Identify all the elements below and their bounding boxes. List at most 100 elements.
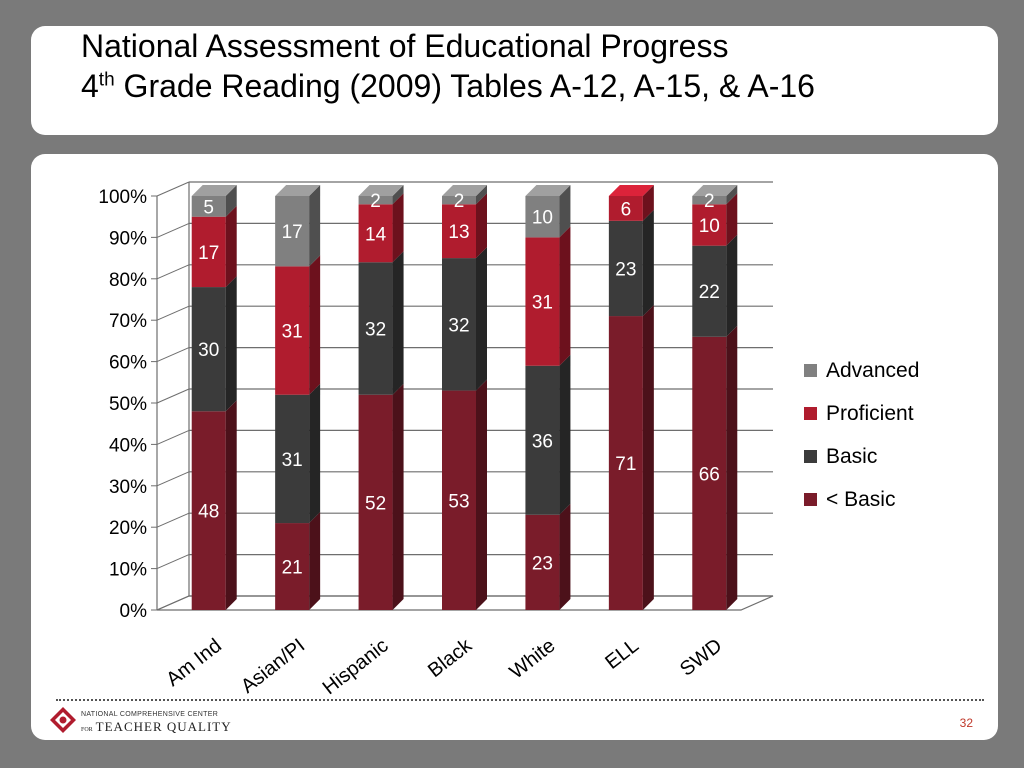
bar-segment	[358, 196, 393, 205]
stacked-bar-chart: 0% 10% 20% 30% 40% 50% 60% 70% 80% 90% 100% 48 30 17 5…	[98, 181, 919, 699]
bar-segment-side	[726, 193, 738, 246]
gridline-depth	[156, 554, 190, 570]
bar-segment-side	[559, 503, 571, 610]
bar-segment	[191, 216, 226, 288]
page-number: 32	[959, 716, 973, 730]
y-tick-label: 100%	[98, 187, 147, 208]
data-label: 2	[454, 191, 465, 212]
bar-segment-side	[642, 305, 654, 610]
bar-segment-side	[559, 185, 571, 238]
bar-segment-side	[392, 193, 404, 263]
data-label: 31	[282, 322, 303, 343]
bar-segment	[275, 394, 310, 524]
data-label: 30	[198, 340, 219, 361]
bar-segment	[275, 523, 310, 610]
title-rest: Grade Reading (2009) Tables A-12, A-15, …	[114, 68, 815, 104]
y-tick-label: 0%	[120, 601, 148, 622]
data-label: 2	[704, 191, 715, 212]
bar-segment-side	[559, 226, 571, 366]
bar-segment	[608, 220, 643, 317]
bar-segment-side	[392, 251, 404, 395]
bar-segment	[442, 258, 476, 391]
grade-ordinal-suffix: th	[98, 69, 115, 91]
bar-segment	[191, 411, 226, 610]
data-label: 10	[699, 216, 720, 237]
y-tick-label: 60%	[109, 353, 147, 374]
bar-segment-side	[309, 185, 321, 267]
gridline-depth	[156, 471, 190, 487]
x-tick-label: SWD	[676, 635, 726, 681]
bar-segment-top	[692, 185, 738, 196]
bar-segment	[275, 266, 310, 395]
bar-segment	[692, 336, 727, 610]
bar-segment	[358, 204, 393, 263]
legend-swatch	[804, 407, 817, 420]
content-panel: 0% 10% 20% 30% 40% 50% 60% 70% 80% 90% 100% 48 30 17 5…	[31, 154, 998, 740]
legend-label: Proficient	[826, 402, 914, 425]
bar-segment-side	[559, 354, 571, 515]
bar-segment-top	[275, 185, 321, 196]
slide-title-line-1: National Assessment of Educational Progr…	[81, 28, 729, 64]
data-label: 17	[282, 222, 303, 243]
y-tick-label: 30%	[109, 477, 147, 498]
data-label: 22	[699, 282, 720, 303]
bar-segment-side	[476, 379, 487, 610]
bar-segment	[525, 237, 560, 366]
bar-segment-side	[726, 234, 738, 337]
bar-segment	[191, 196, 226, 217]
logo-line-2: FOR TEACHER QUALITY	[81, 719, 232, 735]
gridline-depth	[156, 222, 190, 238]
bar-segment-side	[225, 276, 237, 412]
logo-mark-icon	[50, 707, 76, 733]
bar-segment	[692, 196, 727, 205]
bar-segment	[442, 196, 476, 205]
gridline-depth	[156, 429, 190, 445]
bar-segment-top	[608, 185, 654, 196]
bar-segment	[358, 262, 393, 395]
legend-label: Basic	[826, 445, 877, 468]
bar-segment	[525, 196, 560, 238]
data-label: 53	[448, 491, 469, 512]
footer-divider	[56, 699, 984, 701]
bar-segment	[525, 514, 560, 610]
bar-segment-side	[726, 185, 738, 205]
bar-segment-side	[225, 185, 237, 217]
bar-segment	[358, 394, 393, 610]
data-label: 21	[282, 558, 303, 579]
bar-segment-side	[642, 185, 654, 221]
legend-label: Advanced	[826, 359, 919, 382]
data-label: 23	[615, 259, 636, 280]
logo-line-1: NATIONAL COMPREHENSIVE CENTER	[81, 711, 219, 718]
x-tick-label: Am Ind	[162, 635, 225, 691]
data-label: 31	[532, 293, 553, 314]
organization-logo: NATIONAL COMPREHENSIVE CENTER FOR TEACHER…	[49, 706, 269, 736]
gridline-depth	[156, 388, 190, 404]
bar-segment-side	[726, 325, 738, 610]
bar-segment-side	[476, 185, 487, 205]
legend-swatch	[804, 493, 817, 506]
data-label: 66	[699, 464, 720, 485]
bar-segment-side	[309, 512, 321, 610]
data-label: 32	[365, 319, 386, 340]
title-panel: National Assessment of Educational Progr…	[31, 26, 998, 135]
bar-segment-side	[309, 383, 321, 524]
bar-segment-side	[476, 247, 487, 391]
bar-segment-side	[392, 383, 404, 610]
data-label: 32	[448, 315, 469, 336]
x-tick-label: ELL	[601, 635, 643, 674]
data-label: 5	[203, 197, 214, 218]
bar-segment-side	[225, 400, 237, 610]
data-label: 2	[370, 191, 381, 212]
y-tick-label: 90%	[109, 228, 147, 249]
data-label: 52	[365, 493, 386, 514]
y-tick-label: 80%	[109, 270, 147, 291]
data-label: 48	[198, 502, 219, 523]
x-tick-label: Asian/PI	[237, 635, 309, 698]
data-label: 6	[621, 199, 632, 220]
bar-segment-side	[309, 255, 321, 395]
bar-segment-top	[191, 185, 237, 196]
data-label: 36	[532, 431, 553, 452]
bar-segment-top	[358, 185, 404, 196]
bar-segment	[692, 245, 727, 337]
y-tick-label: 20%	[109, 518, 147, 539]
